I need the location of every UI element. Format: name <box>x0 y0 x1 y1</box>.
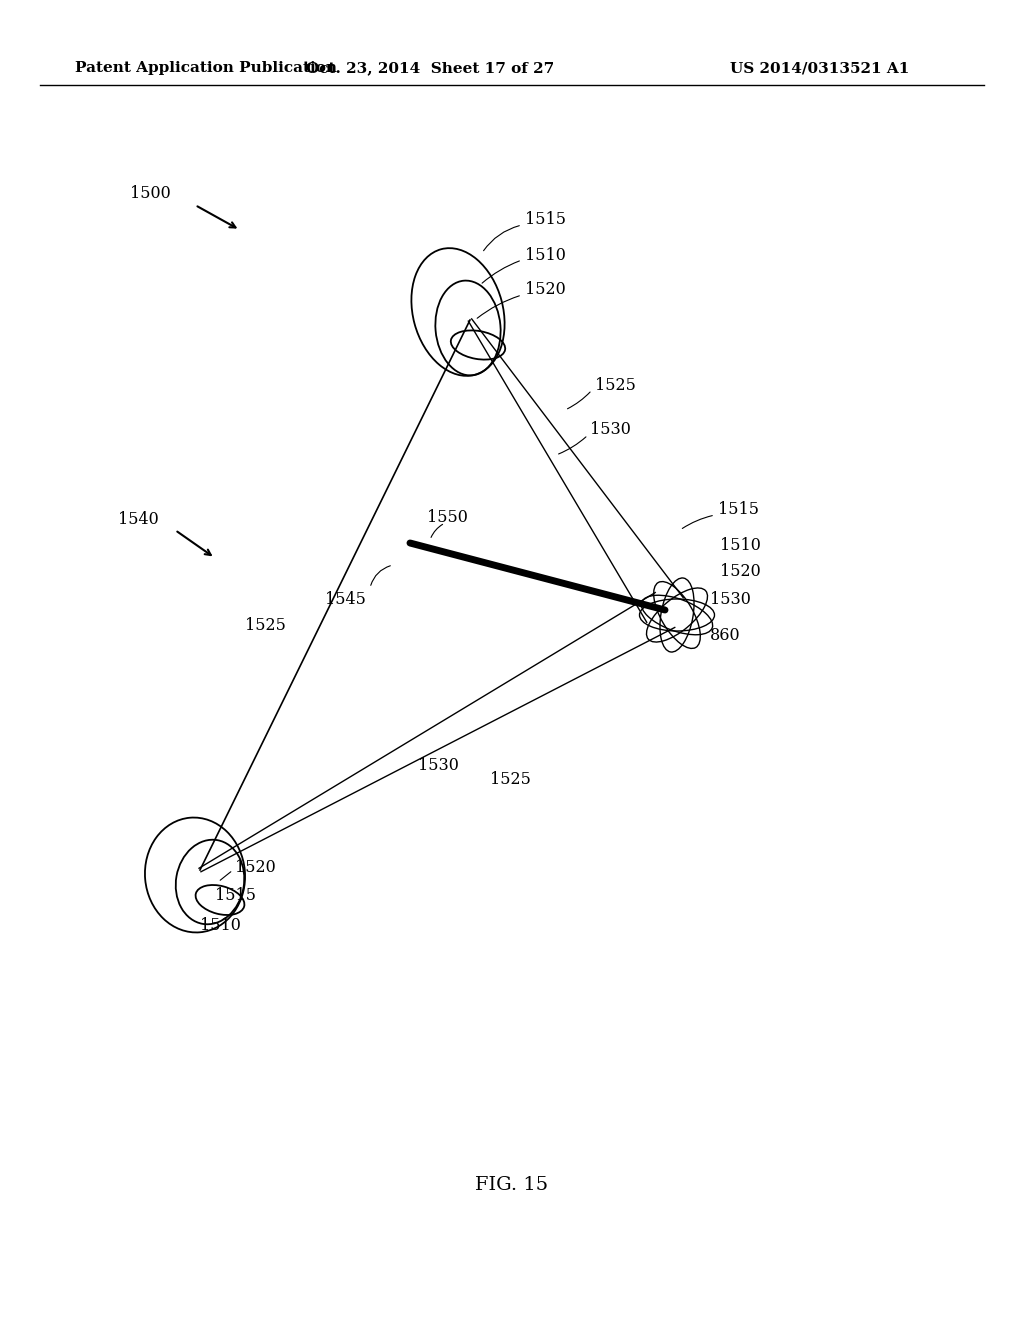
Text: 1550: 1550 <box>427 510 468 527</box>
Text: 1520: 1520 <box>720 564 761 581</box>
Text: 1515: 1515 <box>525 211 566 228</box>
Text: 1530: 1530 <box>710 591 751 609</box>
Text: 1530: 1530 <box>590 421 631 438</box>
Text: 1510: 1510 <box>525 247 566 264</box>
Text: 1540: 1540 <box>118 511 159 528</box>
Text: 1515: 1515 <box>718 502 759 519</box>
Text: 1510: 1510 <box>200 916 241 933</box>
Text: 1520: 1520 <box>234 858 275 875</box>
Text: FIG. 15: FIG. 15 <box>475 1176 549 1195</box>
Text: 1525: 1525 <box>595 376 636 393</box>
Text: 1525: 1525 <box>245 616 286 634</box>
Text: 860: 860 <box>710 627 740 644</box>
Text: Oct. 23, 2014  Sheet 17 of 27: Oct. 23, 2014 Sheet 17 of 27 <box>306 61 554 75</box>
Text: 1530: 1530 <box>418 756 459 774</box>
Text: 1520: 1520 <box>525 281 565 298</box>
Text: 1525: 1525 <box>490 771 530 788</box>
Text: 1500: 1500 <box>130 185 171 202</box>
Text: Patent Application Publication: Patent Application Publication <box>75 61 337 75</box>
Text: US 2014/0313521 A1: US 2014/0313521 A1 <box>730 61 909 75</box>
Text: 1510: 1510 <box>720 536 761 553</box>
Text: 1515: 1515 <box>215 887 256 903</box>
Text: 1545: 1545 <box>325 591 366 609</box>
